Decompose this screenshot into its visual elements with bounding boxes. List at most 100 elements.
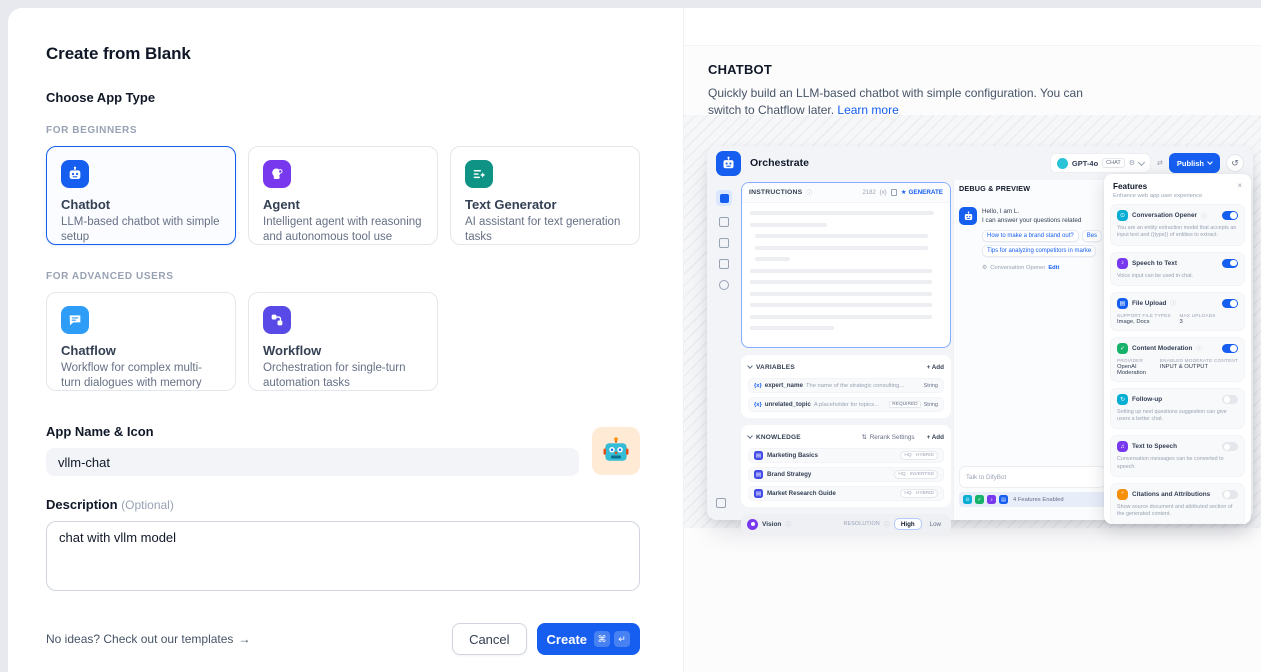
preview-topbar-actions: GPT-4o CHAT ⚙ ⇄ Publish ↺ — [1049, 153, 1244, 173]
model-selector: GPT-4o CHAT ⚙ — [1049, 153, 1152, 173]
app-type-card-workflow[interactable]: Workflow Orchestration for single-turn a… — [248, 292, 438, 391]
app-type-card-text-generator[interactable]: Text Generator AI assistant for text gen… — [450, 146, 640, 245]
conversation-opener-icon: ⊙ — [1117, 210, 1128, 221]
chevron-down-icon — [1137, 158, 1146, 166]
model-provider-icon — [1056, 157, 1068, 169]
debug-preview-title: DEBUG & PREVIEW — [959, 184, 1031, 193]
feature-toggle — [1222, 343, 1238, 353]
variables-panel: VARIABLES + Add {x} expert_name The name… — [741, 355, 951, 418]
info-icon: ⓘ — [785, 522, 792, 529]
feature-toggle — [1222, 298, 1238, 308]
feature-text-to-speech: ♫ Text to Speech Conversation messages c… — [1110, 435, 1245, 478]
choose-app-type-label: Choose App Type — [46, 90, 156, 105]
model-mode-badge: CHAT — [1102, 158, 1125, 168]
bot-message: Hello, I am L. I can answer your questio… — [959, 207, 1109, 271]
beginner-cards: Chatbot LLM-based chatbot with simple se… — [46, 146, 640, 245]
variable-row: {x} expert_name The name of the strategi… — [748, 378, 944, 393]
text-generator-icon — [465, 160, 493, 188]
card-description: Orchestration for single-turn automation… — [263, 362, 406, 390]
bot-avatar — [959, 207, 977, 225]
agent-icon — [263, 160, 291, 188]
learn-more-link[interactable]: Learn more — [837, 103, 899, 118]
cmd-key-icon: ⌘ — [594, 631, 610, 647]
suggestion-chip: Tips for analyzing competitors in marke — [982, 244, 1097, 257]
robot-emoji-icon — [603, 437, 629, 461]
speech-mini-icon: ♪ — [987, 495, 996, 504]
info-icon: ⓘ — [1196, 346, 1202, 353]
card-description: Intelligent agent with reasoning and aut… — [263, 216, 422, 244]
feature-file-upload: ▤ File Upload ⓘ SUPPORT FILE TYPES MAX U… — [1110, 291, 1245, 331]
instructions-header: INSTRUCTIONS ⓘ 2182 {x} ★ GENERATE — [742, 183, 950, 203]
document-icon: ▤ — [754, 489, 763, 498]
dialog-footer: No ideas? Check out our templates → Canc… — [46, 623, 640, 655]
feature-toggle — [1222, 442, 1238, 452]
suggestion-chip: How to make a brand stand out? — [982, 229, 1079, 242]
feature-speech-to-text: ♪ Speech to Text Voice input can be used… — [1110, 251, 1245, 286]
create-button[interactable]: Create ⌘ ↵ — [536, 623, 640, 655]
templates-link[interactable]: No ideas? Check out our templates → — [46, 632, 251, 646]
vision-icon — [747, 518, 758, 530]
preview-band: Orchestrate GPT-4o CHAT ⚙ ⇄ Publish — [684, 115, 1261, 534]
preview-sidebar — [711, 190, 737, 290]
variable-row: {x} unrelated_topic A placeholder for to… — [748, 397, 944, 412]
app-type-card-chatbot[interactable]: Chatbot LLM-based chatbot with simple se… — [46, 146, 236, 245]
sidebar-icon — [719, 259, 729, 269]
text-to-speech-icon: ♫ — [1117, 441, 1128, 453]
publish-button: Publish — [1168, 153, 1220, 173]
follow-up-icon: ↻ — [1117, 393, 1128, 405]
cancel-button[interactable]: Cancel — [452, 623, 527, 655]
generate-button: ★ GENERATE — [900, 189, 943, 196]
char-count: 2182 — [862, 189, 876, 196]
debug-preview-column: DEBUG & PREVIEW Hello, I am L. I can ans… — [959, 184, 1109, 271]
group-beginners-label: FOR BEGINNERS — [46, 125, 138, 136]
features-enabled-bar: ⊙ ✓ ♪ ▤ 4 Features Enabled — [959, 492, 1106, 507]
card-title: Chatbot — [61, 197, 111, 212]
sidebar-icon — [719, 217, 729, 227]
rerank-icon: ⇅ — [861, 433, 867, 441]
app-preview-screenshot: Orchestrate GPT-4o CHAT ⚙ ⇄ Publish — [707, 146, 1253, 534]
retrieval-badge: HQ · INVERTED — [894, 470, 938, 479]
feature-conversation-opener: ⊙ Conversation Opener ⓘ You are an entit… — [1110, 204, 1245, 246]
workflow-icon — [263, 306, 291, 334]
suggestion-chip: Bes — [1081, 229, 1103, 242]
info-icon: ⓘ — [806, 191, 813, 197]
feature-toggle — [1222, 258, 1238, 268]
feature-follow-up: ↻ Follow-up Setting up next questions su… — [1110, 387, 1245, 430]
chatbot-info: CHATBOT Quickly build an LLM-based chatb… — [684, 46, 1261, 120]
page-title: Create from Blank — [46, 44, 191, 63]
knowledge-row: ▤ Market Research Guide HQ · HYBRID — [748, 486, 944, 501]
card-description: Workflow for complex multi-turn dialogue… — [61, 362, 203, 390]
config-column: INSTRUCTIONS ⓘ 2182 {x} ★ GENERATE — [741, 182, 951, 534]
info-title: CHATBOT — [708, 62, 772, 77]
enter-key-icon: ↵ — [614, 631, 630, 647]
app-type-card-chatflow[interactable]: Chatflow Workflow for complex multi-turn… — [46, 292, 236, 391]
app-icon-picker[interactable] — [592, 427, 640, 475]
chatbot-icon — [61, 160, 89, 188]
sidebar-icon — [719, 280, 729, 290]
app-name-input[interactable] — [46, 448, 579, 476]
app-type-card-agent[interactable]: Agent Intelligent agent with reasoning a… — [248, 146, 438, 245]
card-title: Agent — [263, 197, 300, 212]
feature-content-moderation: ✓ Content Moderation ⓘ PROVIDER ENABLED … — [1110, 336, 1245, 382]
card-description: AI assistant for text generation tasks — [465, 216, 621, 244]
knowledge-row: ▤ Marketing Basics HQ · HYBRID — [748, 448, 944, 463]
arrow-right-icon: → — [238, 632, 251, 646]
feature-toggle — [1222, 211, 1238, 220]
close-icon: × — [1237, 181, 1242, 190]
speech-to-text-icon: ♪ — [1117, 257, 1128, 269]
group-advanced-label: FOR ADVANCED USERS — [46, 271, 174, 282]
copy-icon — [890, 189, 897, 196]
resolution-low-option: Low — [929, 520, 941, 528]
card-title: Text Generator — [465, 197, 557, 212]
preview-topbar: Orchestrate GPT-4o CHAT ⚙ ⇄ Publish — [707, 146, 1253, 180]
info-icon: ⓘ — [1201, 213, 1207, 220]
description-textarea[interactable]: chat with vllm model — [46, 521, 640, 591]
file-mini-icon: ▤ — [999, 495, 1008, 504]
preview-app-icon — [716, 150, 741, 176]
chat-input: Talk to DifyBot — [959, 466, 1106, 488]
file-upload-icon: ▤ — [1117, 297, 1128, 309]
features-panel: × Features Enhance web app user experien… — [1104, 174, 1251, 524]
sliders-icon: ⇄ — [1157, 160, 1163, 167]
info-description: Quickly build an LLM-based chatbot with … — [708, 86, 1083, 118]
info-icon: ⓘ — [1170, 301, 1176, 308]
